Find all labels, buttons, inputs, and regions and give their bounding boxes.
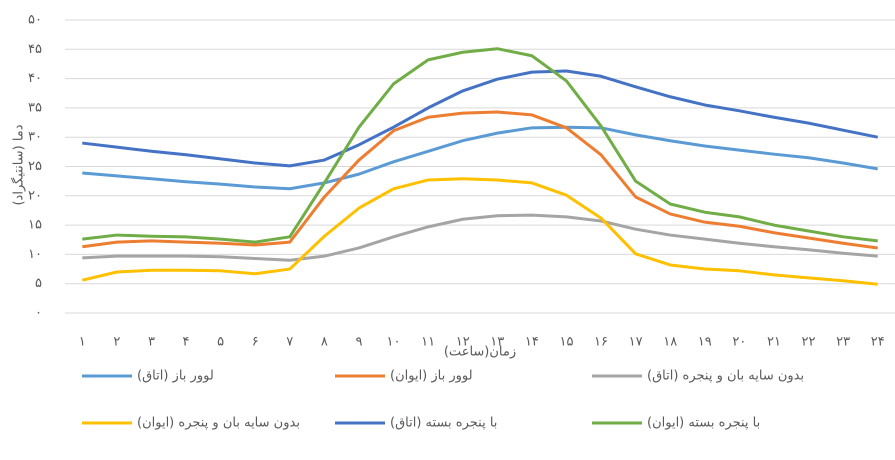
series-line xyxy=(82,47,878,244)
x-tick-label: ۲۰ xyxy=(732,335,746,350)
x-tick-label: ۱۸ xyxy=(663,335,677,350)
x-tick-label: ۱۰ xyxy=(387,335,401,350)
y-tick-label: ۴۰ xyxy=(28,71,42,86)
x-axis-title: زمان(ساعت) xyxy=(444,345,516,360)
y-tick-label: ۵ xyxy=(35,276,42,291)
x-tick-label: ۱۲ xyxy=(456,335,470,350)
legend-label: لوور باز (اتاق) xyxy=(137,369,214,384)
x-tick-label: ۲۱ xyxy=(767,335,781,350)
x-tick-label: ۱۴ xyxy=(525,335,539,350)
series-line xyxy=(81,177,878,286)
series-line xyxy=(82,125,878,191)
x-tick-label: ۸ xyxy=(321,335,328,350)
x-tick-label: ۲۴ xyxy=(871,335,885,350)
series-line xyxy=(82,110,878,250)
series-line xyxy=(82,213,878,262)
y-tick-label: ۵۰ xyxy=(28,13,42,28)
legend-label: بدون سایه بان و پنجره (ایوان) xyxy=(137,416,300,431)
y-tick-label: ۰ xyxy=(35,306,42,321)
x-tick-label: ۹ xyxy=(355,335,362,350)
legend-label: با پنجره بسته (ایوان) xyxy=(647,416,760,431)
x-tick-label: ۲ xyxy=(113,335,120,350)
x-tick-label: ۱۳ xyxy=(490,335,504,350)
x-tick-label: ۲۲ xyxy=(802,335,816,350)
x-tick-label: ۱۷ xyxy=(629,335,643,350)
y-axis-title: دما (سانتیگراد) xyxy=(11,124,27,205)
x-tick-label: ۱ xyxy=(79,335,86,350)
y-tick-label: ۲۵ xyxy=(28,159,42,174)
legend-label: با پنجره بسته (اتاق) xyxy=(390,416,497,431)
x-tick-label: ۷ xyxy=(286,335,293,350)
x-tick-label: ۱۵ xyxy=(559,335,573,350)
x-tick-label: ۵ xyxy=(217,335,224,350)
y-tick-label: ۲۰ xyxy=(28,188,42,203)
legend-label: لوور باز (ایوان) xyxy=(390,369,473,384)
y-tick-label: ۳۰ xyxy=(28,130,42,145)
series-line xyxy=(82,69,879,168)
y-tick-label: ۱۰ xyxy=(28,247,42,262)
legend-label: بدون سایه بان و پنجره (اتاق) xyxy=(647,369,804,384)
x-tick-label: ۱۹ xyxy=(698,335,712,350)
x-tick-label: ۱۱ xyxy=(421,335,435,350)
x-tick-label: ۳ xyxy=(148,335,155,350)
x-tick-label: ۱۶ xyxy=(594,335,608,350)
y-tick-label: ۳۵ xyxy=(28,100,42,115)
x-tick-label: ۲۳ xyxy=(836,335,850,350)
x-tick-label: ۶ xyxy=(252,335,259,350)
x-tick-label: ۴ xyxy=(183,335,190,350)
y-tick-label: ۴۵ xyxy=(28,42,42,57)
y-tick-label: ۱۵ xyxy=(28,218,42,233)
